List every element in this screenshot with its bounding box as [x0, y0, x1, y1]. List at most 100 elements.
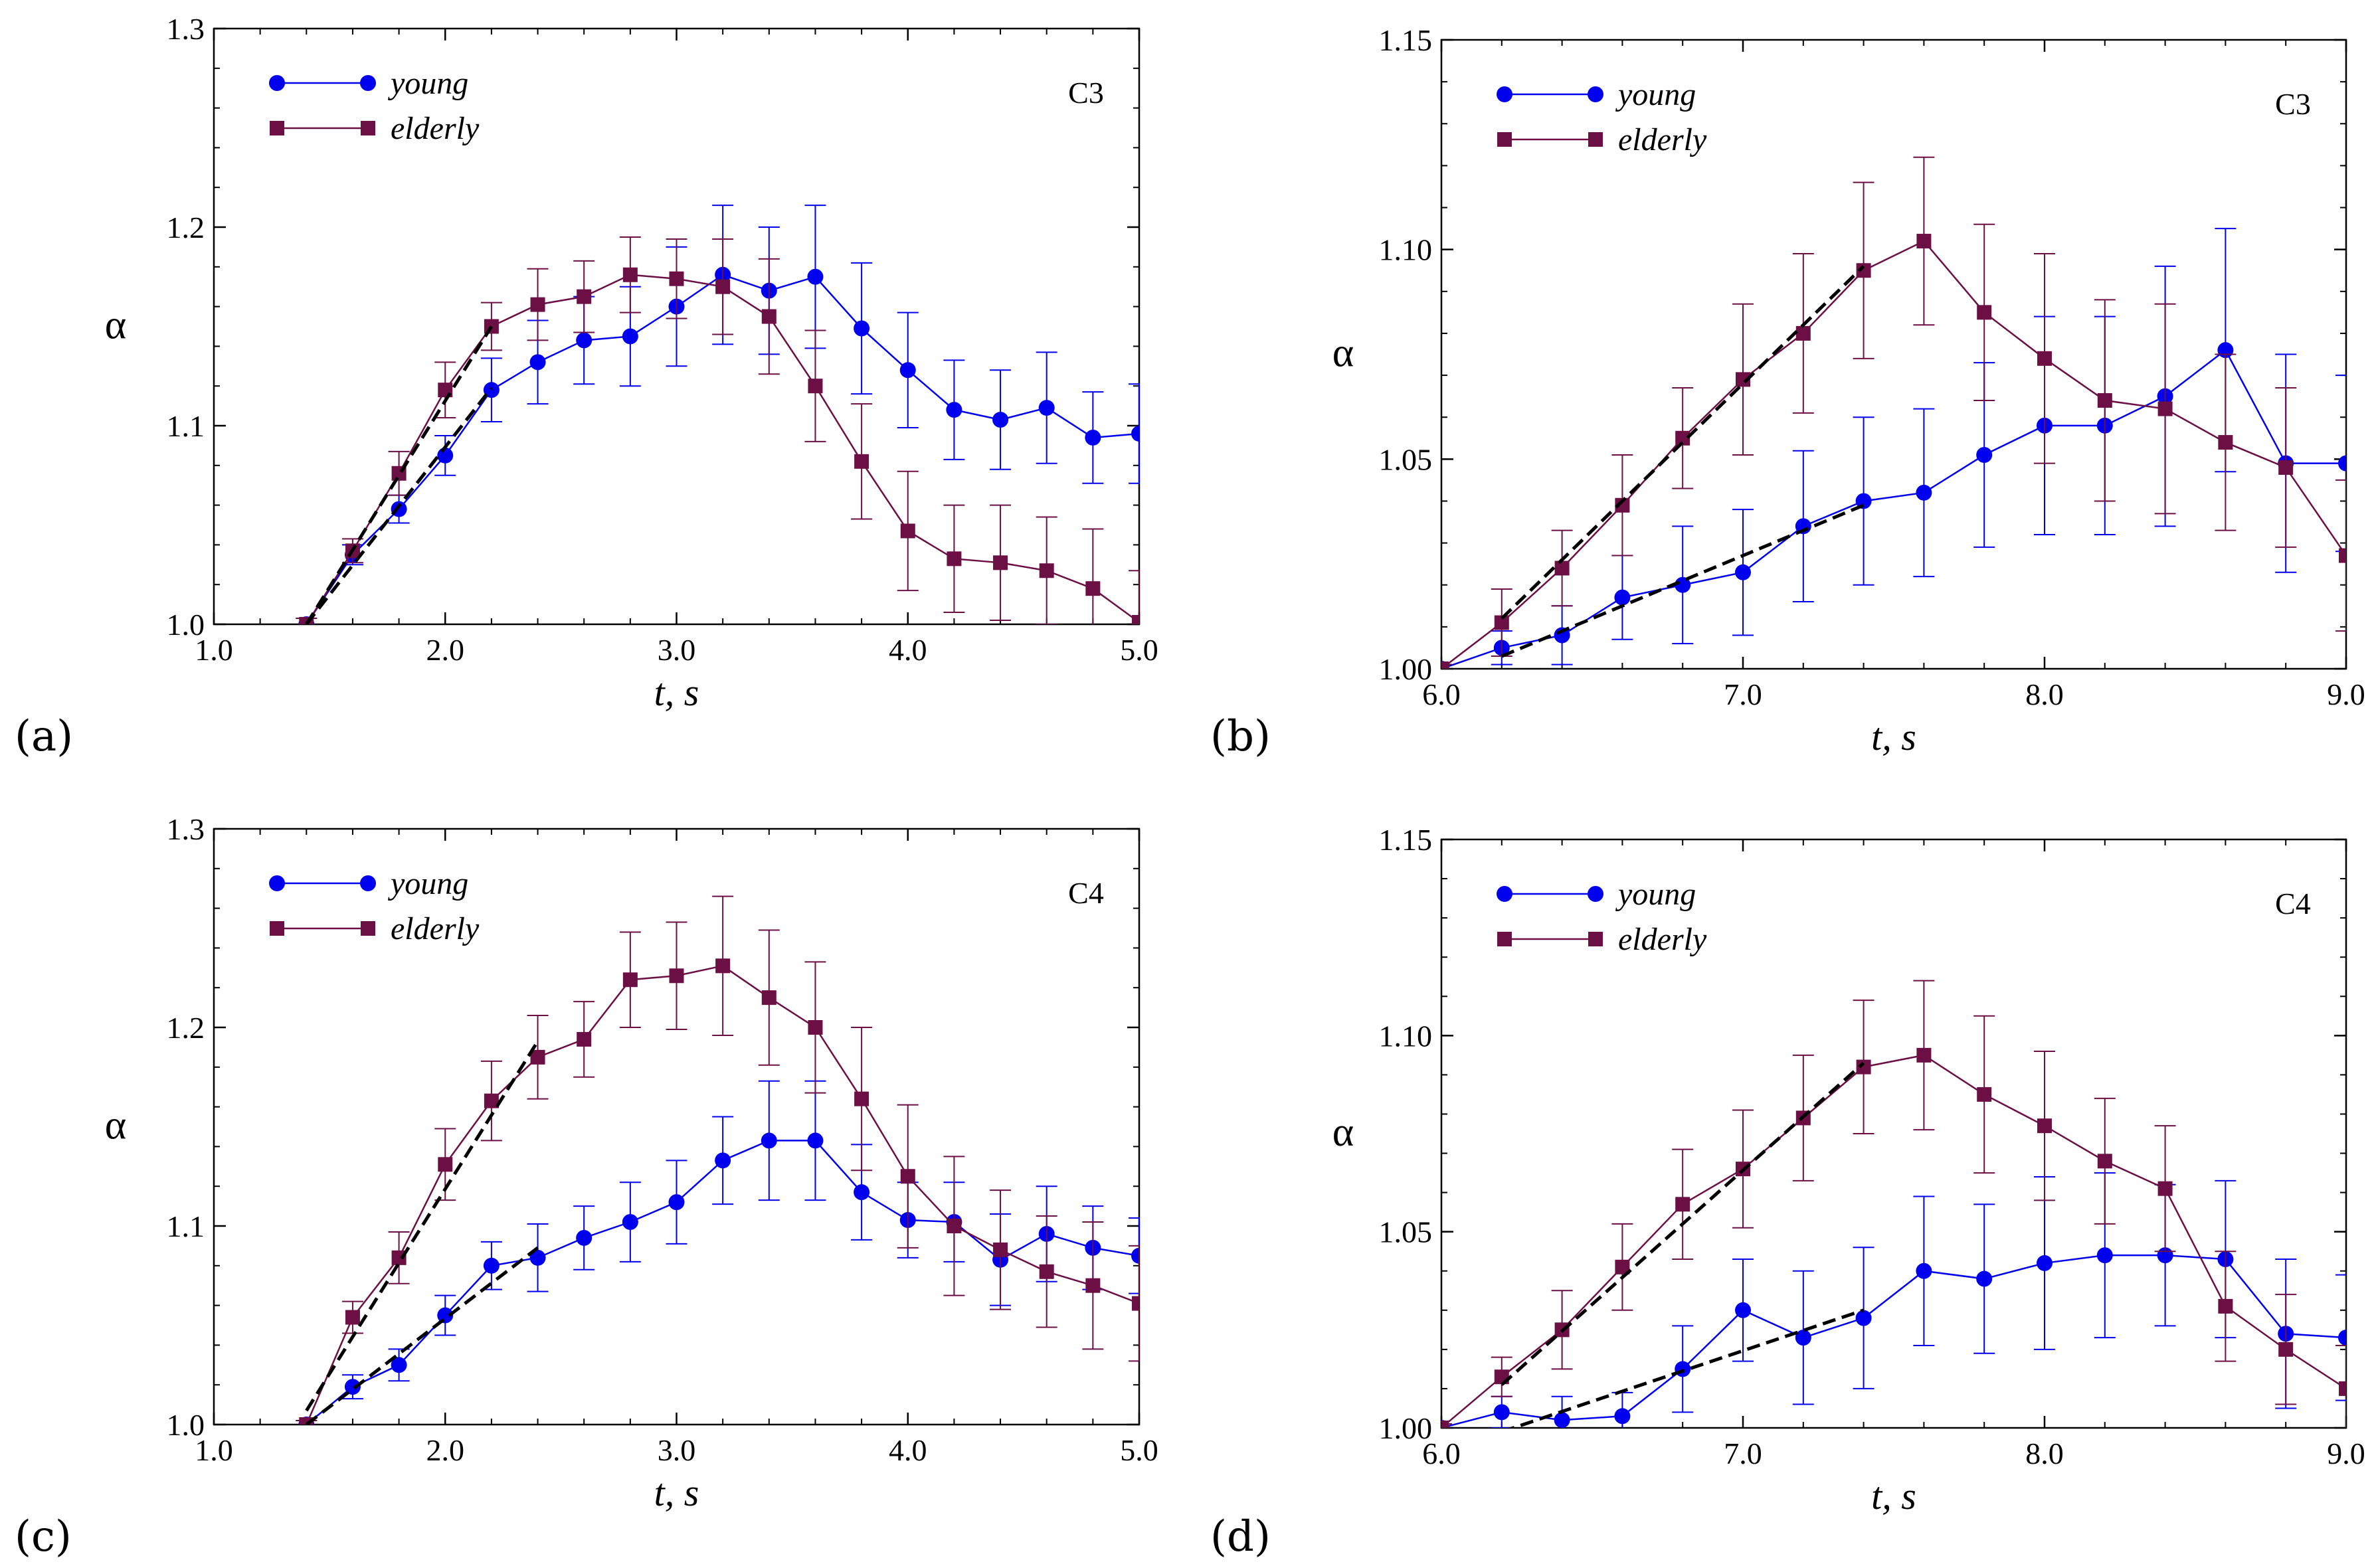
data-point: [2278, 1342, 2294, 1357]
panel-annotation: C3: [2275, 87, 2311, 121]
data-point: [2338, 1330, 2346, 1346]
data-point: [2097, 1154, 2112, 1169]
data-point: [2157, 1181, 2173, 1196]
data-point: [1039, 1264, 1054, 1279]
data-point: [2339, 548, 2346, 563]
y-axis-label: α: [1332, 1110, 1354, 1155]
data-point: [622, 1214, 638, 1231]
data-point: [483, 382, 500, 398]
legend: young elderly: [269, 866, 480, 946]
legend-marker: [360, 75, 376, 91]
panel-label: (a): [15, 712, 73, 761]
series-elderly: [1441, 156, 2346, 669]
x-tick-label: 7.0: [1724, 1437, 1762, 1470]
y-axis-label: α: [105, 303, 126, 348]
data-point: [577, 289, 592, 304]
data-point: [529, 354, 546, 371]
data-point: [1493, 1404, 1510, 1421]
y-tick-label: 1.3: [167, 812, 205, 846]
x-axis-label: t, s: [654, 671, 699, 714]
fit-line: [1508, 1308, 1865, 1428]
data-point: [899, 362, 916, 379]
data-point: [900, 1169, 915, 1184]
data-point: [622, 267, 638, 282]
data-point: [854, 454, 869, 469]
data-point: [1085, 429, 1101, 446]
data-point: [1855, 493, 1872, 509]
series-young: [296, 1080, 1139, 1425]
legend-label-elderly: elderly: [1618, 922, 1707, 957]
fit-line: [1501, 503, 1865, 658]
legend-marker: [270, 121, 284, 135]
data-point: [2338, 455, 2346, 472]
data-point: [992, 412, 1009, 428]
y-tick-label: 1.1: [167, 409, 205, 443]
fit-line: [305, 1246, 539, 1425]
data-point: [1916, 1047, 1932, 1063]
x-tick-label: 6.0: [1422, 1437, 1461, 1470]
legend: young elderly: [1497, 877, 1707, 957]
fit-line: [305, 325, 494, 624]
panel-annotation: C4: [1068, 876, 1104, 910]
x-tick-label: 5.0: [1120, 633, 1158, 667]
data-point: [344, 1379, 361, 1395]
legend-label-young: young: [1615, 877, 1696, 912]
data-point: [2339, 1381, 2346, 1396]
data-point: [2278, 460, 2294, 475]
data-point: [1916, 234, 1932, 249]
y-tick-label: 1.05: [1379, 442, 1433, 476]
data-point: [854, 320, 870, 337]
legend-label-elderly: elderly: [391, 911, 480, 946]
data-point: [1038, 400, 1055, 416]
data-point: [437, 1307, 454, 1324]
y-tick-label: 1.3: [167, 12, 205, 46]
plot-data: [296, 895, 1139, 1425]
data-point: [576, 1229, 593, 1246]
data-point: [1976, 1270, 1993, 1287]
data-point: [622, 972, 638, 988]
data-point: [437, 447, 454, 464]
y-tick-label: 1.10: [1379, 1019, 1433, 1053]
data-point: [299, 617, 314, 624]
data-point: [530, 1049, 545, 1065]
legend-marker: [361, 121, 375, 135]
fit-line: [305, 387, 493, 624]
data-point: [1614, 589, 1631, 606]
data-point: [1132, 1296, 1139, 1311]
data-point: [1614, 1408, 1631, 1425]
series-elderly: [296, 895, 1139, 1425]
data-point: [900, 523, 915, 539]
legend-marker: [1497, 132, 1512, 147]
panel-a: 1.0 2.0 3.0 4.0 5.0 1.0 1.1 1.2 1.3 t, s α (a) C3 you…: [15, 12, 1158, 761]
legend-marker: [269, 875, 285, 891]
data-point: [577, 1031, 592, 1047]
y-tick-label: 1.15: [1379, 23, 1433, 57]
panel-b: 6.0 7.0 8.0 9.0 1.00 1.05 1.10 1.15 t, s α (b) C3 yo…: [1210, 23, 2365, 761]
data-point: [2096, 1247, 2113, 1264]
x-tick-label: 1.0: [195, 1433, 233, 1467]
data-point: [438, 1157, 453, 1172]
series-young: [1441, 1172, 2346, 1428]
data-point: [669, 271, 684, 286]
data-point: [622, 328, 638, 345]
data-point: [1085, 1278, 1101, 1293]
y-tick-label: 1.0: [167, 1408, 205, 1442]
x-tick-label: 9.0: [2327, 1437, 2365, 1470]
y-tick-label: 1.00: [1379, 1411, 1433, 1445]
data-point: [1131, 1247, 1139, 1264]
data-point: [2097, 392, 2112, 408]
data-point: [854, 1091, 869, 1106]
data-point: [1916, 484, 1932, 501]
data-point: [807, 268, 824, 285]
x-tick-label: 5.0: [1120, 1433, 1158, 1467]
legend-label-young: young: [387, 866, 468, 901]
plot-frame: [1440, 838, 2347, 1429]
data-point: [1736, 372, 1750, 387]
plot-data: [1441, 980, 2346, 1428]
series-elderly: [1441, 980, 2346, 1428]
data-point: [1615, 1259, 1630, 1274]
data-point: [715, 958, 731, 974]
y-tick-label: 1.2: [167, 211, 205, 244]
y-tick-label: 1.2: [167, 1011, 205, 1045]
data-point: [993, 555, 1008, 570]
